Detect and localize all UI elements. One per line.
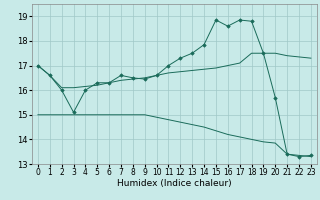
X-axis label: Humidex (Indice chaleur): Humidex (Indice chaleur) bbox=[117, 179, 232, 188]
